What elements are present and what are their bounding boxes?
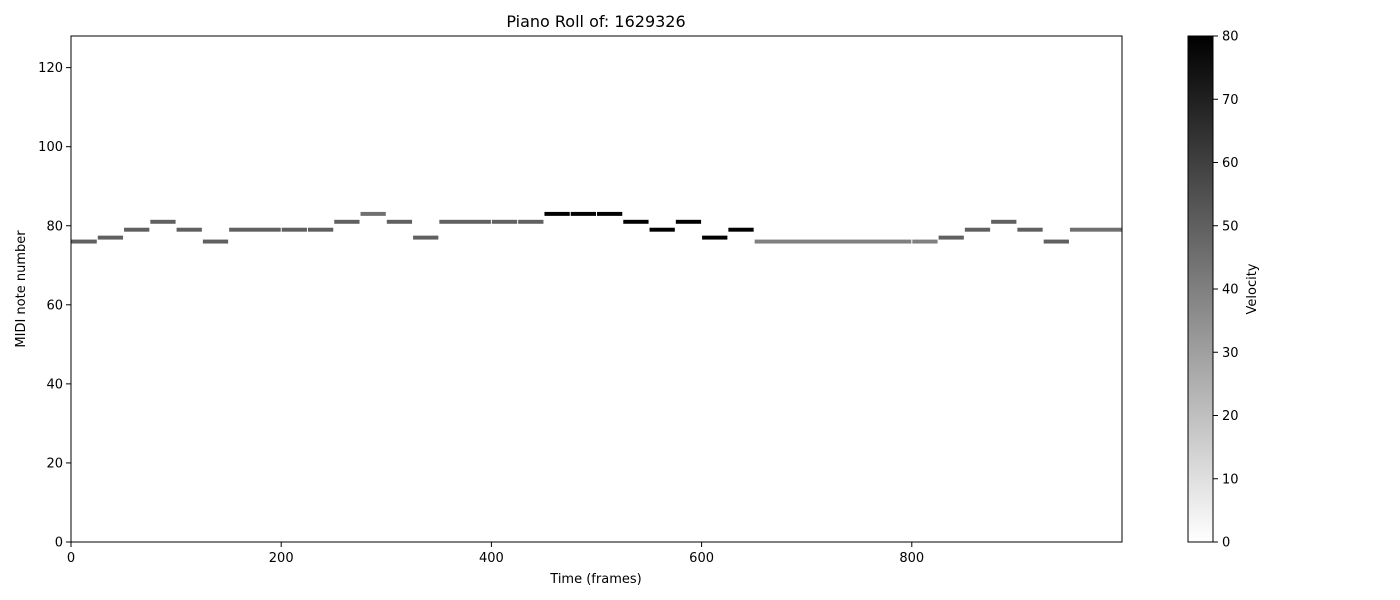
note-bar-16 [544, 211, 570, 216]
y-axis: 0 20 40 60 80 100 120 [38, 61, 71, 551]
note-bar-14 [491, 219, 518, 224]
y-tick-label: 40 [46, 377, 63, 392]
chart-title: Piano Roll of: 1629326 [506, 12, 685, 31]
y-tick-label: 20 [46, 456, 63, 471]
note-bar-31 [1069, 227, 1122, 232]
note-bar-7 [281, 227, 307, 232]
note-bar-22 [702, 235, 728, 240]
colorbar [1187, 35, 1214, 543]
note-bar-17 [570, 211, 596, 216]
note-bar-6 [229, 227, 281, 232]
colorbar-tick-label: 70 [1222, 93, 1239, 108]
note-bar-0 [71, 239, 97, 244]
colorbar-tick-label: 10 [1222, 472, 1239, 487]
plot-frame [70, 35, 1123, 543]
note-bar-19 [623, 219, 649, 224]
y-tick-label: 0 [55, 536, 63, 551]
note-bar-10 [360, 211, 386, 216]
x-tick-label: 800 [899, 551, 924, 566]
plot-area [71, 211, 1122, 244]
x-tick-label: 200 [269, 551, 294, 566]
note-bar-23 [728, 227, 754, 232]
y-axis-label: MIDI note number [14, 230, 29, 348]
colorbar-tick-label: 0 [1222, 536, 1230, 551]
note-bar-18 [597, 211, 623, 216]
note-bar-27 [964, 227, 991, 232]
note-bar-26 [938, 235, 964, 240]
colorbar-axis: 0 10 20 30 40 50 60 70 80 [1213, 30, 1239, 551]
x-tick-label: 0 [67, 551, 75, 566]
note-bar-30 [1043, 239, 1069, 244]
note-bar-12 [413, 235, 439, 240]
x-tick-label: 400 [479, 551, 504, 566]
note-bar-13 [439, 219, 491, 224]
colorbar-tick-label: 80 [1222, 30, 1239, 45]
colorbar-tick-label: 60 [1222, 156, 1239, 171]
note-bar-20 [649, 227, 675, 232]
note-bar-29 [1017, 227, 1043, 232]
colorbar-tick-label: 40 [1222, 283, 1239, 298]
x-axis-label: Time (frames) [549, 572, 641, 587]
y-tick-label: 100 [38, 140, 63, 155]
note-bar-9 [334, 219, 360, 224]
note-bar-25 [912, 239, 938, 244]
y-tick-label: 80 [46, 219, 63, 234]
x-axis: 0 200 400 600 800 [67, 542, 924, 566]
note-bar-21 [675, 219, 702, 224]
colorbar-tick-label: 30 [1222, 346, 1239, 361]
y-tick-label: 60 [46, 298, 63, 313]
note-bar-15 [518, 219, 544, 224]
colorbar-label: Velocity [1245, 263, 1260, 314]
note-bar-24 [754, 239, 912, 244]
y-tick-label: 120 [38, 61, 63, 76]
note-bar-4 [176, 227, 202, 232]
note-bar-28 [991, 219, 1017, 224]
note-bar-8 [307, 227, 334, 232]
colorbar-tick-label: 20 [1222, 409, 1239, 424]
note-bar-11 [386, 219, 413, 224]
colorbar-tick-label: 50 [1222, 219, 1239, 234]
note-bar-5 [202, 239, 229, 244]
note-bar-3 [150, 219, 176, 224]
note-bar-2 [124, 227, 150, 232]
note-bar-1 [97, 235, 124, 240]
x-tick-label: 600 [689, 551, 714, 566]
